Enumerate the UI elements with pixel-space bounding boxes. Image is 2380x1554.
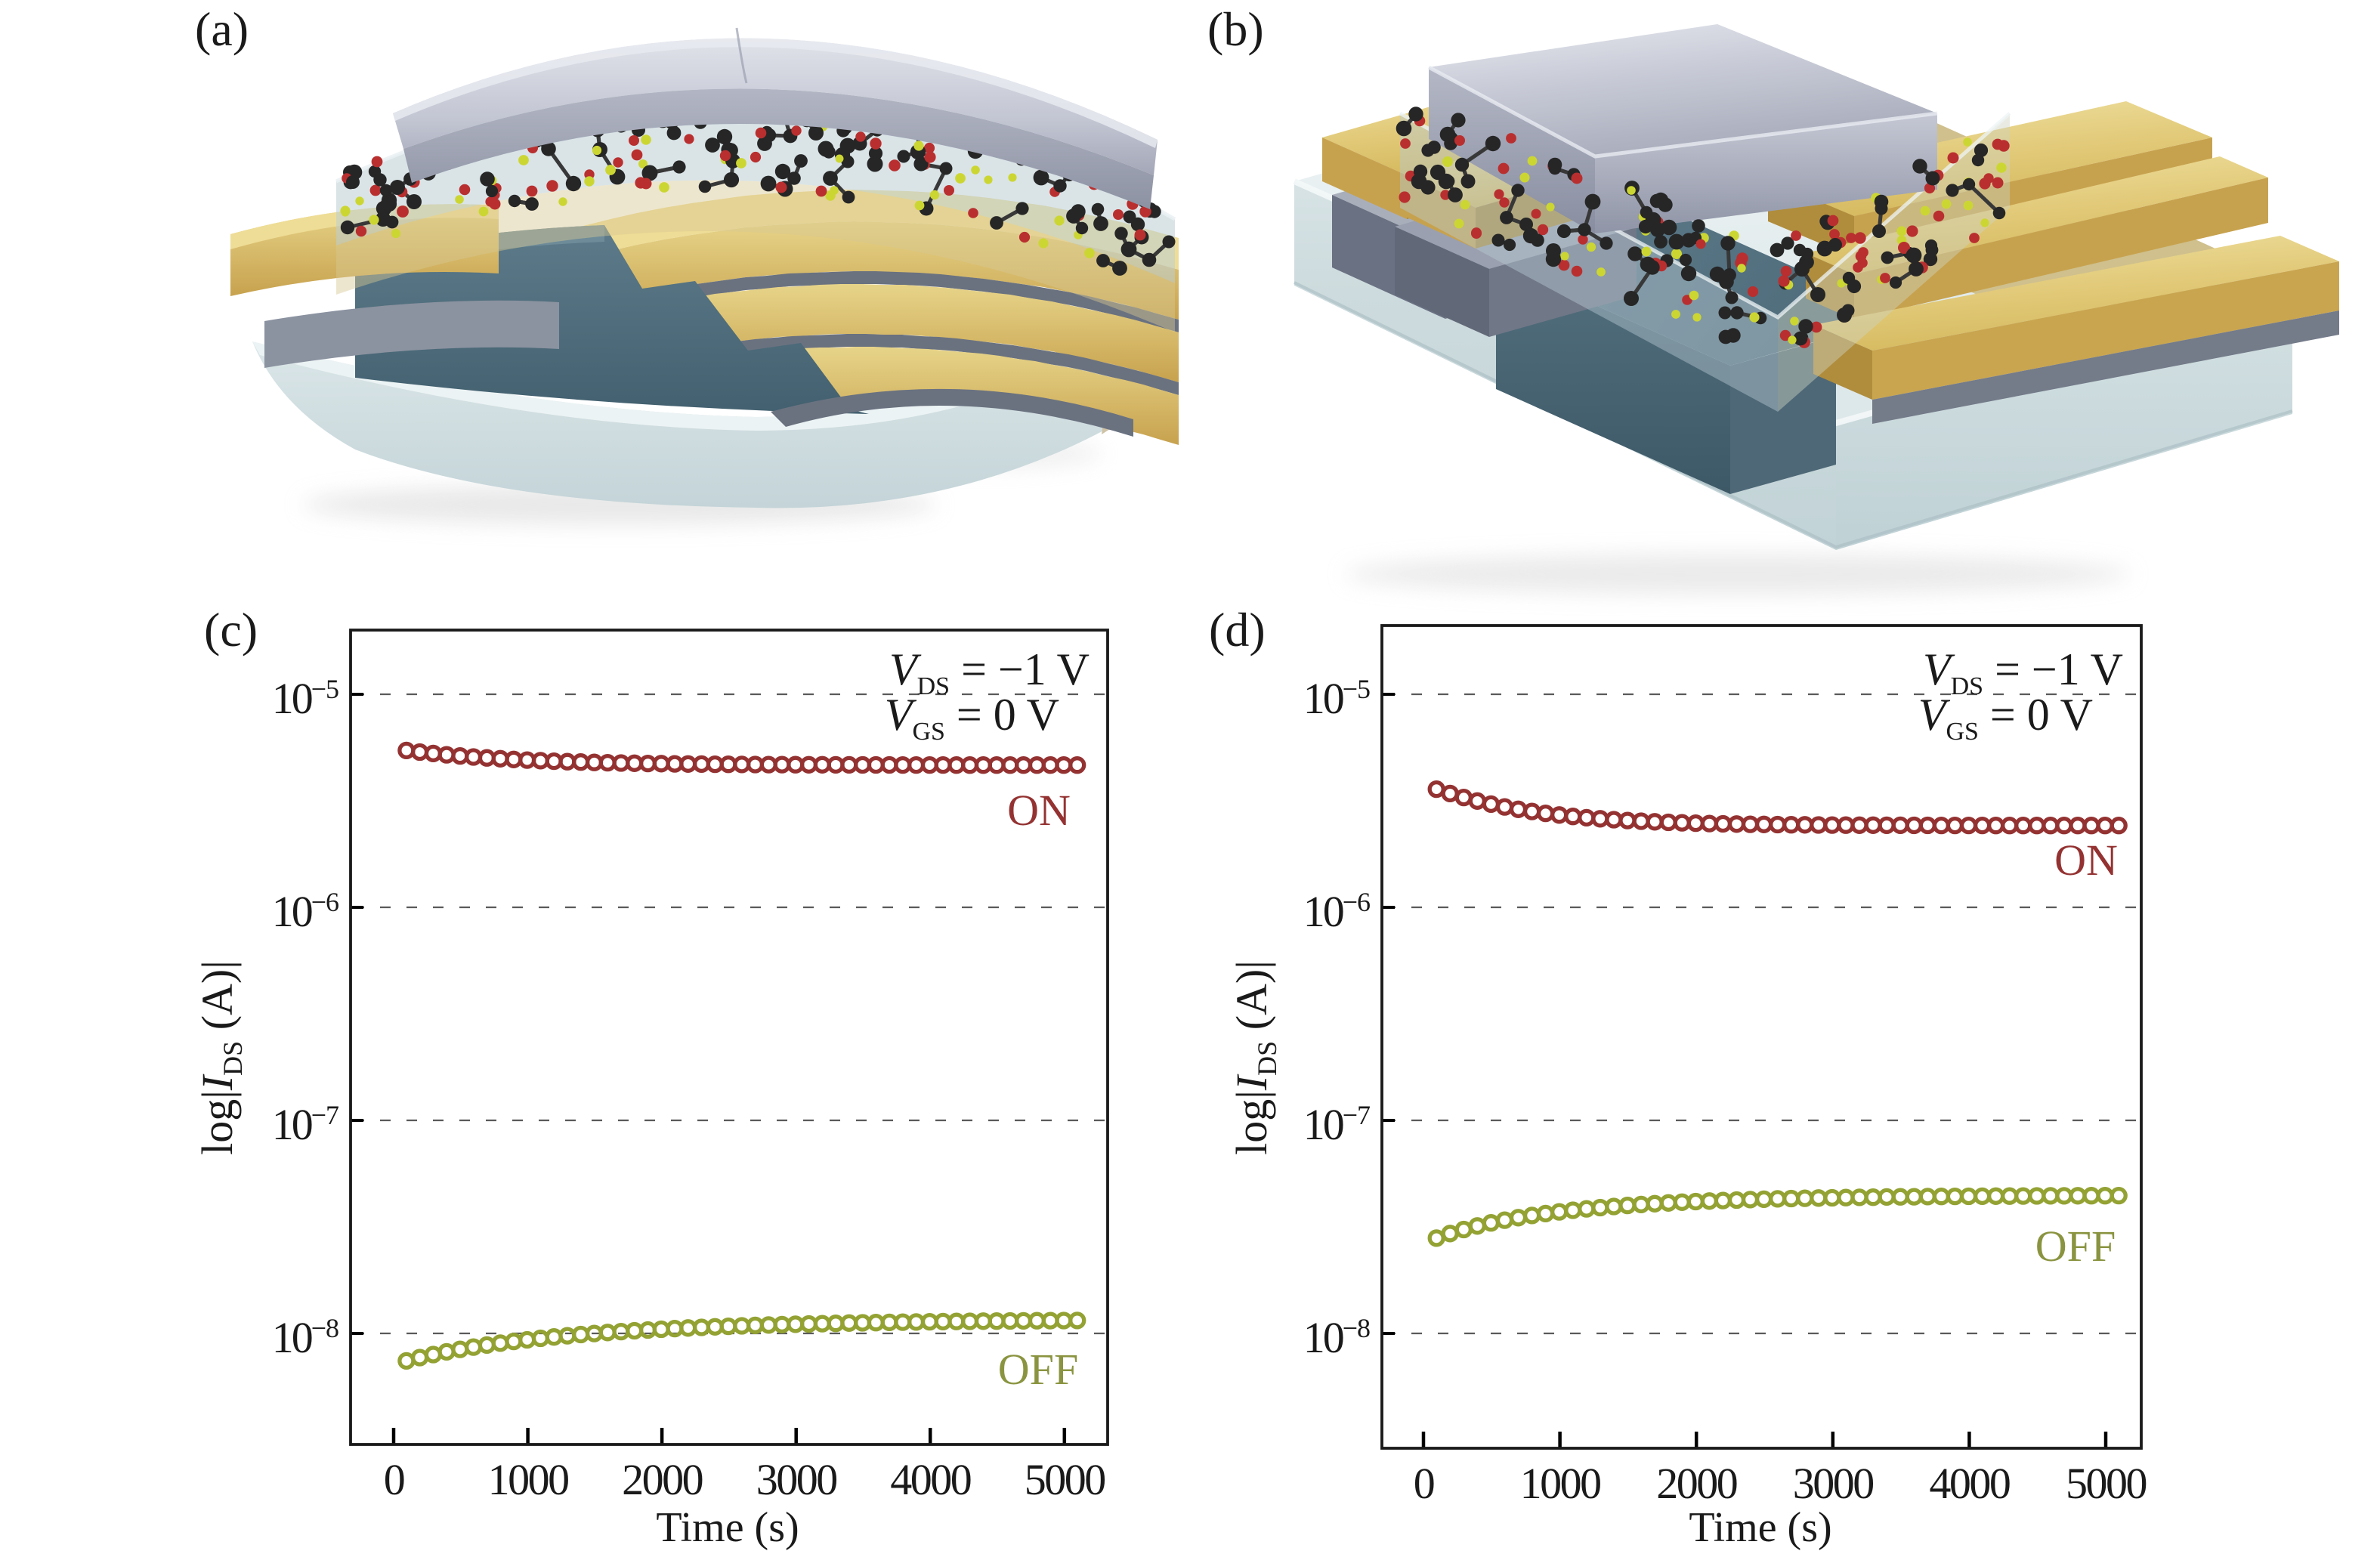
svg-text:3000: 3000 bbox=[756, 1455, 837, 1504]
svg-text:0: 0 bbox=[384, 1455, 404, 1504]
svg-text:OFF: OFF bbox=[998, 1345, 1078, 1394]
svg-text:VDS = −1 V: VDS = −1 V bbox=[889, 644, 1090, 700]
svg-text:OFF: OFF bbox=[2035, 1222, 2116, 1271]
svg-text:0: 0 bbox=[1414, 1459, 1434, 1508]
svg-text:4000: 4000 bbox=[1929, 1459, 2010, 1508]
svg-text:Time (s): Time (s) bbox=[1689, 1504, 1831, 1551]
svg-text:4000: 4000 bbox=[890, 1455, 971, 1504]
svg-text:(b): (b) bbox=[1207, 2, 1264, 56]
svg-text:1000: 1000 bbox=[1520, 1459, 1601, 1508]
svg-text:Time (s): Time (s) bbox=[656, 1504, 799, 1551]
svg-text:VGS = 0 V: VGS = 0 V bbox=[885, 690, 1059, 746]
svg-text:3000: 3000 bbox=[1793, 1459, 1874, 1508]
svg-text:10−7: 10−7 bbox=[272, 1100, 338, 1149]
svg-text:2000: 2000 bbox=[1656, 1459, 1737, 1508]
svg-text:5000: 5000 bbox=[2066, 1459, 2147, 1508]
svg-text:1000: 1000 bbox=[488, 1455, 569, 1504]
svg-text:5000: 5000 bbox=[1025, 1455, 1105, 1504]
svg-text:10−8: 10−8 bbox=[1303, 1313, 1370, 1362]
svg-text:2000: 2000 bbox=[622, 1455, 703, 1504]
svg-text:(a): (a) bbox=[195, 2, 249, 56]
svg-text:(c): (c) bbox=[204, 603, 258, 657]
svg-text:VDS = −1 V: VDS = −1 V bbox=[1923, 644, 2123, 700]
svg-text:ON: ON bbox=[2054, 836, 2118, 885]
svg-text:ON: ON bbox=[1007, 786, 1071, 835]
svg-text:(d): (d) bbox=[1209, 603, 1266, 657]
svg-text:VGS = 0 V: VGS = 0 V bbox=[1918, 690, 2093, 746]
